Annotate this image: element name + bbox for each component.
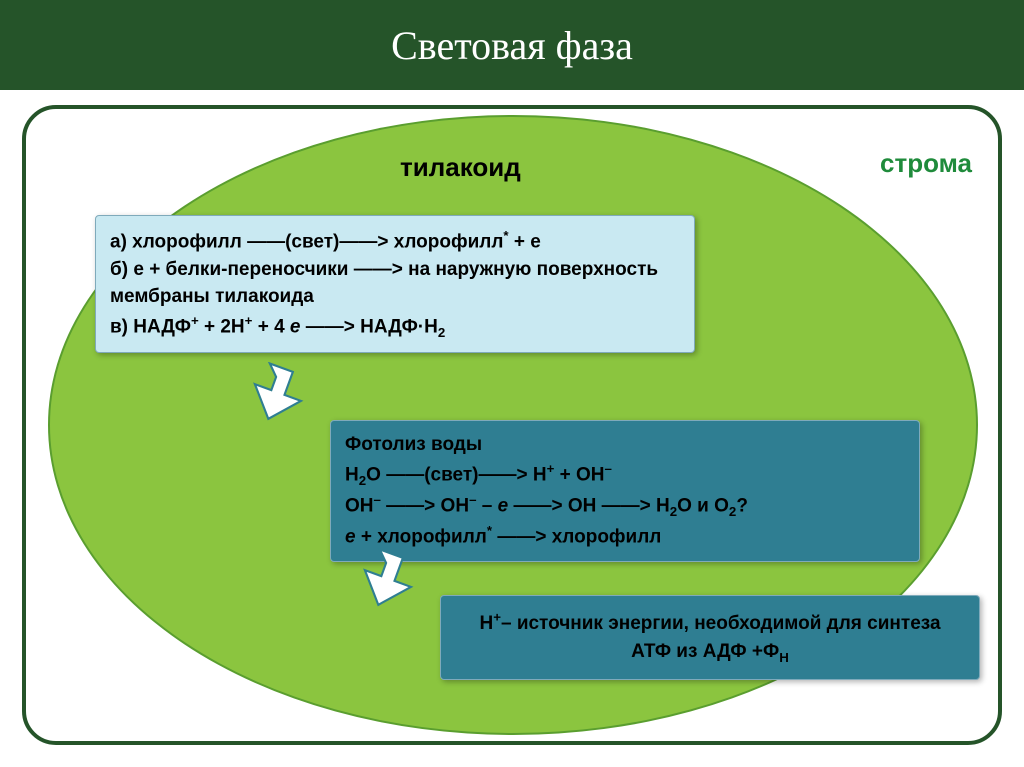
box2-l1: Фотолиз воды [345, 431, 905, 459]
atp-synthesis-box: H+– источник энергии, необходимой для си… [440, 595, 980, 680]
box1-line-a: а) хлорофилл ——(свет)——> хлорофилл* + е [110, 226, 680, 256]
arrow-down-icon-2 [355, 548, 425, 618]
title-bar: Световая фаза [0, 0, 1024, 90]
arrow-down-icon-1 [245, 362, 315, 432]
box3-text: H+– источник энергии, необходимой для си… [479, 613, 940, 662]
stroma-label: строма [880, 148, 972, 179]
thylakoid-label: тилакоид [400, 152, 521, 183]
slide: Световая фаза тилакоид строма а) хлорофи… [0, 0, 1024, 767]
box2-l2: H2O ——(свет)——> H+ + OH– [345, 459, 905, 490]
box1-line-c: в) НАДФ+ + 2H+ + 4 е ——> НАДФ·Н2 [110, 311, 680, 342]
box2-l4: е + хлорофилл* ——> хлорофилл [345, 521, 905, 551]
box1-line-b: б) е + белки-переносчики ——> на наружную… [110, 256, 680, 311]
slide-title: Световая фаза [391, 22, 633, 69]
box2-l3: OH– ——> OH– – е ——> OH ——> H2O и O2? [345, 490, 905, 521]
photolysis-box: Фотолиз воды H2O ——(свет)——> H+ + OH– OH… [330, 420, 920, 562]
reactions-box-1: а) хлорофилл ——(свет)——> хлорофилл* + е … [95, 215, 695, 353]
